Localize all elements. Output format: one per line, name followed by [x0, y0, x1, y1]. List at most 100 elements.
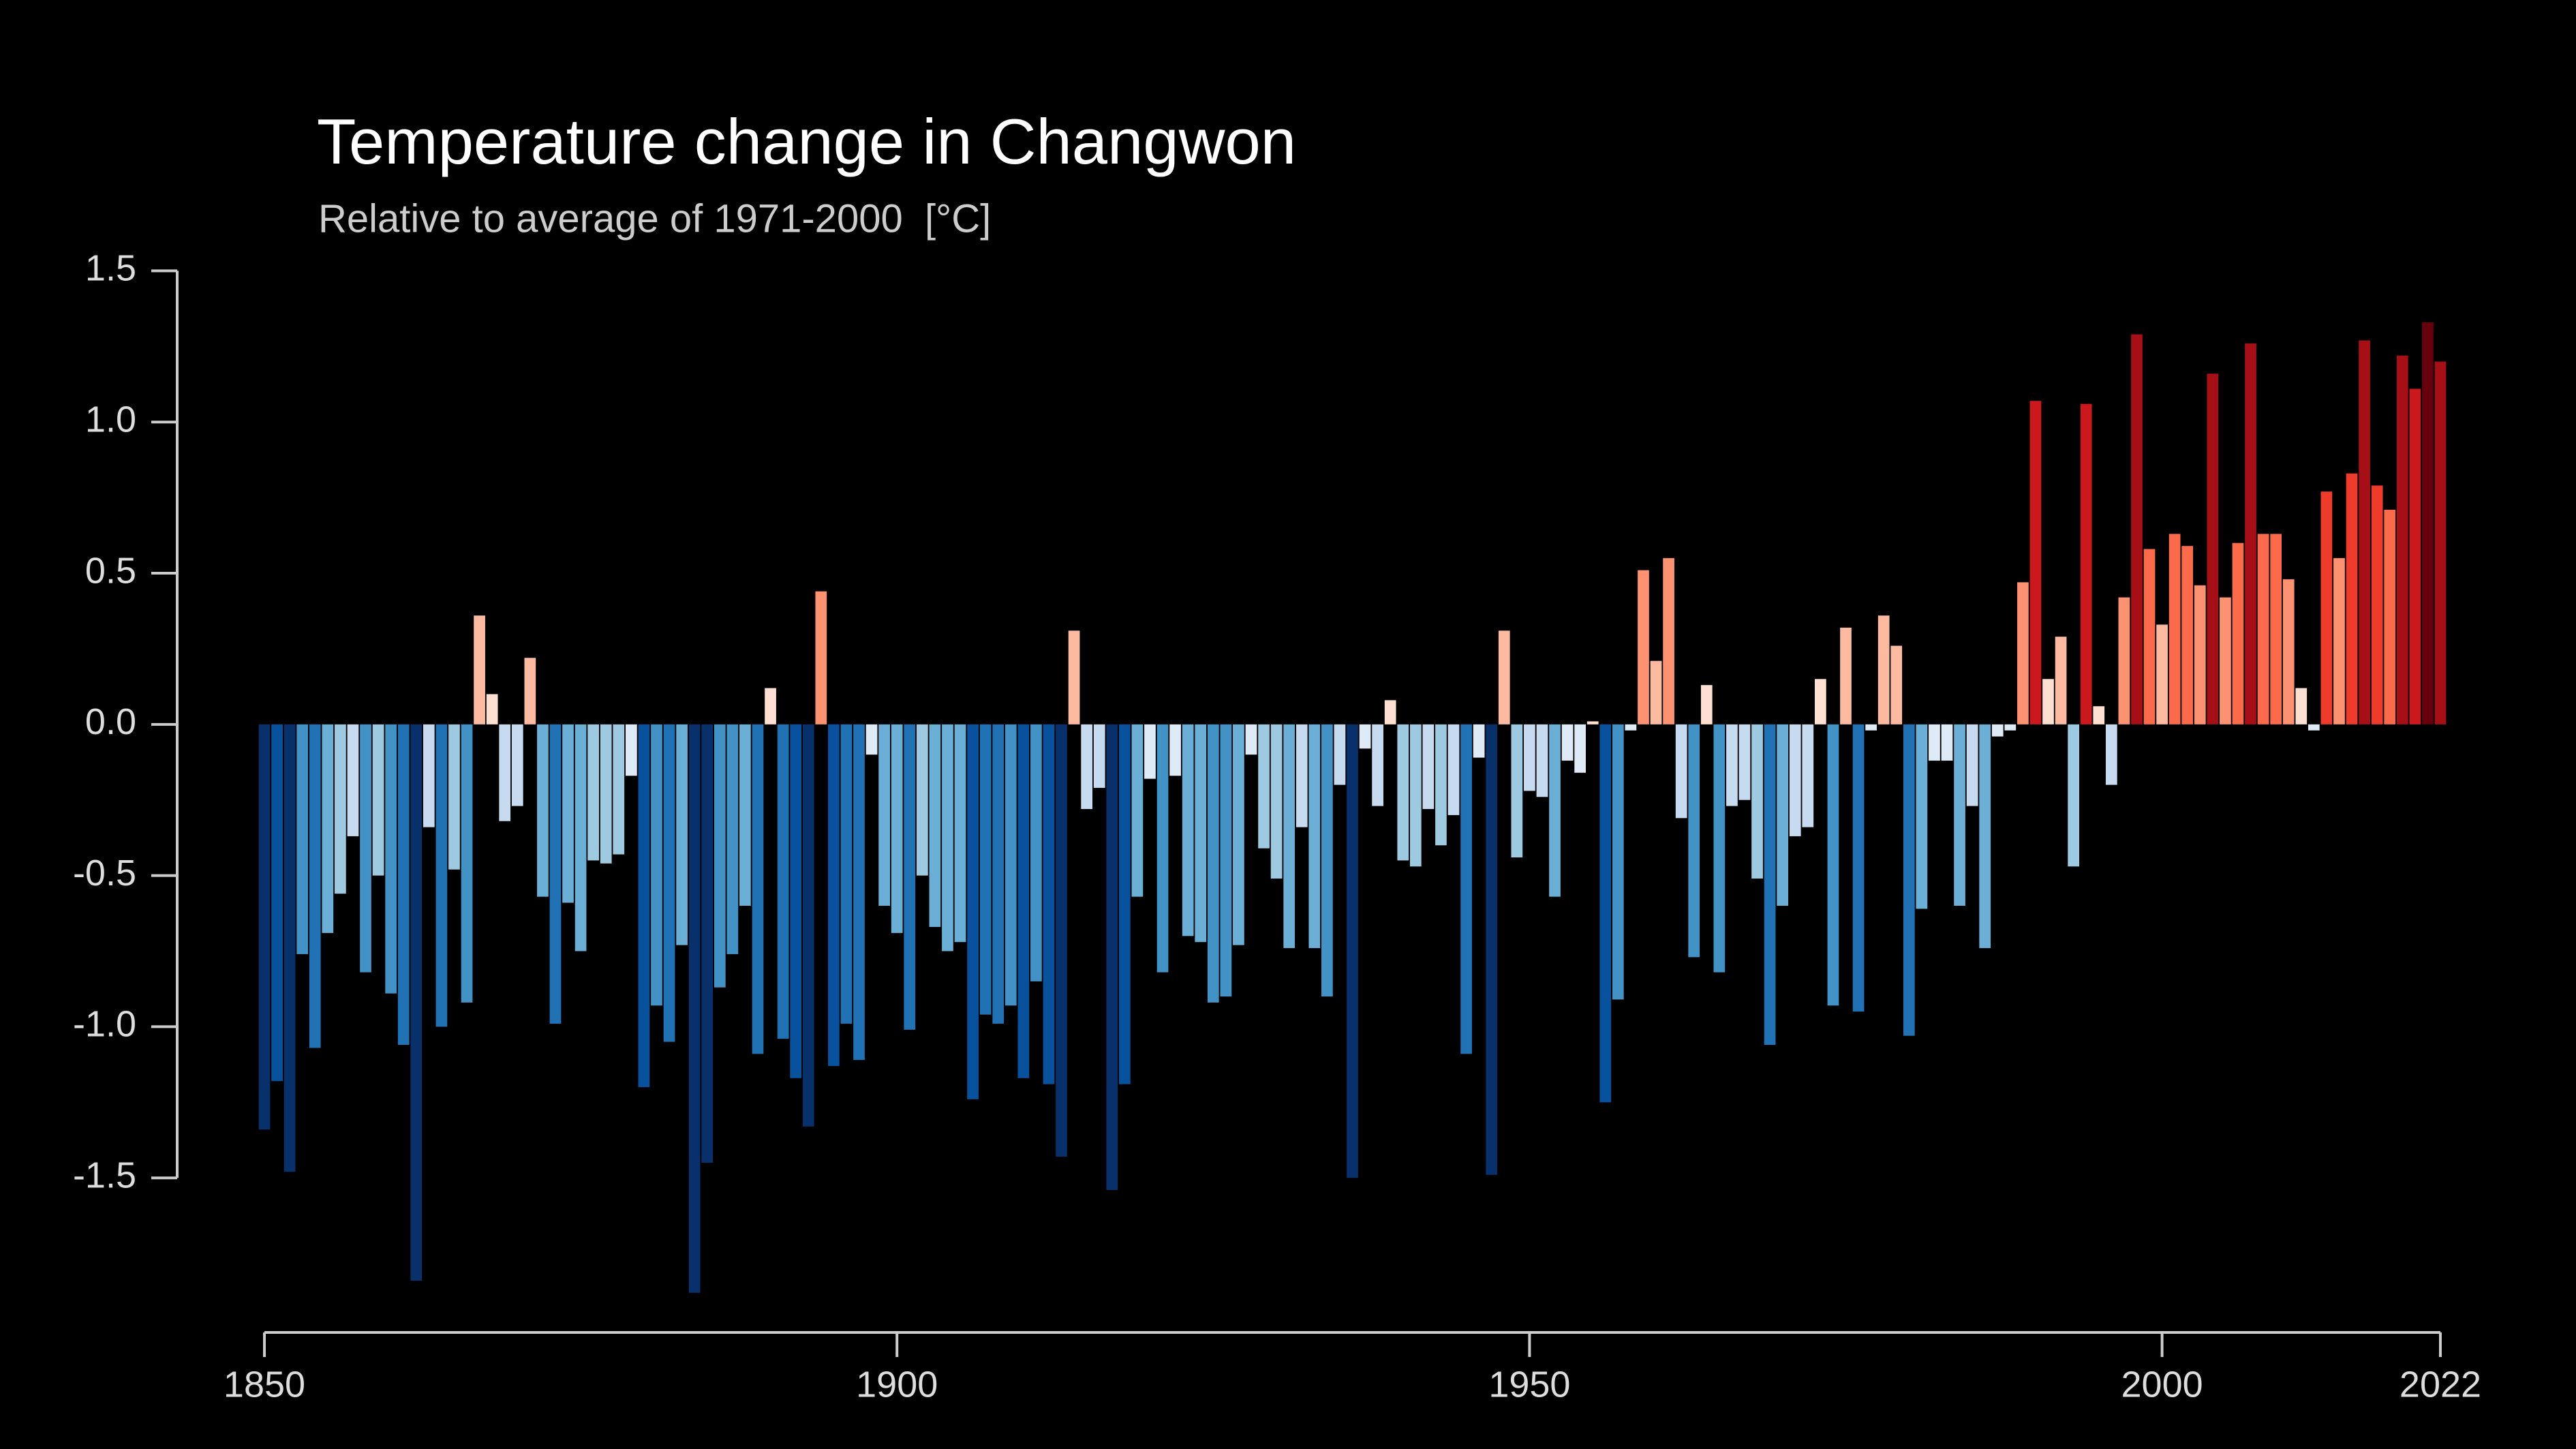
bar — [524, 658, 536, 724]
bar — [461, 724, 473, 1003]
bar — [1903, 724, 1915, 1036]
bar — [714, 724, 726, 988]
bar — [1005, 724, 1017, 1006]
bar — [410, 724, 423, 1281]
chart-subtitle: Relative to average of 1971-2000 [°C] — [318, 196, 991, 241]
bar — [1321, 724, 1333, 997]
bar — [967, 724, 979, 1099]
bar — [499, 724, 511, 821]
bar — [1827, 724, 1839, 1006]
bar — [1764, 724, 1776, 1046]
y-tick-label: -1.5 — [73, 1155, 136, 1195]
bar — [701, 724, 714, 1163]
bar — [1966, 724, 1978, 806]
bar — [1220, 724, 1232, 997]
bar — [1941, 724, 1953, 761]
bar — [2194, 585, 2206, 724]
bar — [916, 724, 928, 876]
bar — [335, 724, 346, 894]
bar — [1890, 645, 1903, 724]
bar — [423, 724, 435, 827]
bar — [2156, 624, 2168, 724]
bar — [878, 724, 890, 906]
bar — [626, 724, 637, 776]
bar — [726, 724, 739, 954]
x-tick-label: 2022 — [2399, 1364, 2481, 1405]
bar — [1106, 724, 1118, 1190]
bar — [2270, 534, 2282, 724]
bar — [309, 724, 321, 1048]
bar — [258, 724, 271, 1130]
bar — [1270, 724, 1283, 879]
bar — [853, 724, 865, 1061]
bar — [1586, 721, 1599, 724]
bar — [1675, 724, 1687, 819]
bar — [347, 724, 359, 836]
bar — [1056, 724, 1067, 1157]
bar — [1233, 724, 1244, 945]
bar — [942, 724, 953, 951]
bar — [2055, 637, 2067, 724]
bar — [802, 724, 814, 1127]
bar — [1929, 724, 1940, 761]
bar — [1524, 724, 1535, 791]
bar — [777, 724, 789, 1039]
bar — [2359, 340, 2370, 724]
bar — [1030, 724, 1042, 981]
x-tick-label: 1950 — [1488, 1364, 1570, 1405]
bar — [322, 724, 334, 933]
y-tick-label: 0.0 — [85, 701, 136, 742]
bar — [1460, 724, 1472, 1054]
bar — [663, 724, 675, 1042]
bar — [537, 724, 549, 897]
bar — [2257, 534, 2269, 724]
bar — [979, 724, 992, 1015]
bar — [1359, 724, 1371, 749]
bar — [1081, 724, 1093, 810]
bar — [2232, 543, 2244, 724]
bar — [2080, 403, 2092, 724]
bar — [1726, 724, 1738, 806]
bar — [1852, 724, 1865, 1012]
bar — [1473, 724, 1485, 758]
bar — [638, 724, 650, 1088]
y-tick-label: 0.5 — [85, 550, 136, 591]
bar — [435, 724, 448, 1027]
bar — [1435, 724, 1447, 846]
bar — [1017, 724, 1030, 1078]
bar — [1169, 724, 1181, 776]
bar — [562, 724, 574, 903]
bar — [486, 694, 498, 724]
bar — [1068, 630, 1080, 724]
bar — [1384, 700, 1396, 724]
bar — [1751, 724, 1763, 879]
bar — [2371, 485, 2383, 724]
bar — [2220, 597, 2231, 724]
bar — [1397, 724, 1409, 861]
bar — [1283, 724, 1295, 949]
bar — [2396, 355, 2408, 724]
bar — [2093, 706, 2105, 724]
bar — [574, 724, 587, 951]
bar — [2434, 361, 2447, 724]
bar — [1713, 724, 1726, 973]
bar — [865, 724, 878, 755]
bar — [1511, 724, 1523, 857]
bar — [815, 591, 827, 724]
bar — [1789, 724, 1801, 836]
bar — [790, 724, 802, 1078]
bar — [271, 724, 283, 1082]
x-tick-label: 1900 — [856, 1364, 938, 1405]
bar — [1815, 679, 1826, 724]
bar — [474, 615, 485, 724]
bar — [1877, 615, 1890, 724]
bar — [1536, 724, 1548, 797]
bar — [651, 724, 662, 1006]
bar — [600, 724, 612, 864]
bar — [1738, 724, 1751, 800]
x-tick-label: 1850 — [224, 1364, 305, 1405]
bar — [283, 724, 296, 1172]
bar — [1409, 724, 1422, 867]
bar — [587, 724, 600, 861]
